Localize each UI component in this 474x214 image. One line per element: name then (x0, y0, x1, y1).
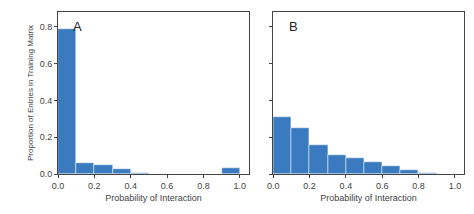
svg-text:0.4: 0.4 (40, 96, 53, 106)
svg-text:Probability of Interaction: Probability of Interaction (105, 193, 202, 203)
svg-text:1.0: 1.0 (449, 181, 462, 191)
svg-text:0.0: 0.0 (52, 181, 65, 191)
svg-text:0.0: 0.0 (40, 169, 53, 179)
svg-text:0.6: 0.6 (161, 181, 174, 191)
svg-text:0.8: 0.8 (40, 22, 53, 32)
svg-text:0.4: 0.4 (340, 181, 353, 191)
svg-text:1.0: 1.0 (233, 181, 246, 191)
svg-text:0.2: 0.2 (303, 181, 316, 191)
svg-text:0.6: 0.6 (376, 181, 389, 191)
svg-text:A: A (73, 19, 82, 34)
svg-text:0.6: 0.6 (40, 59, 53, 69)
svg-text:0.2: 0.2 (40, 132, 53, 142)
svg-text:B: B (289, 19, 298, 34)
svg-text:0.4: 0.4 (124, 181, 137, 191)
svg-text:0.8: 0.8 (412, 181, 425, 191)
svg-text:0.2: 0.2 (88, 181, 101, 191)
svg-text:Proportion of Entries in Train: Proportion of Entries in Training Matrix (26, 25, 35, 161)
svg-text:Probability of Interaction: Probability of Interaction (320, 193, 417, 203)
svg-text:0.8: 0.8 (197, 181, 210, 191)
svg-text:0.0: 0.0 (267, 181, 280, 191)
